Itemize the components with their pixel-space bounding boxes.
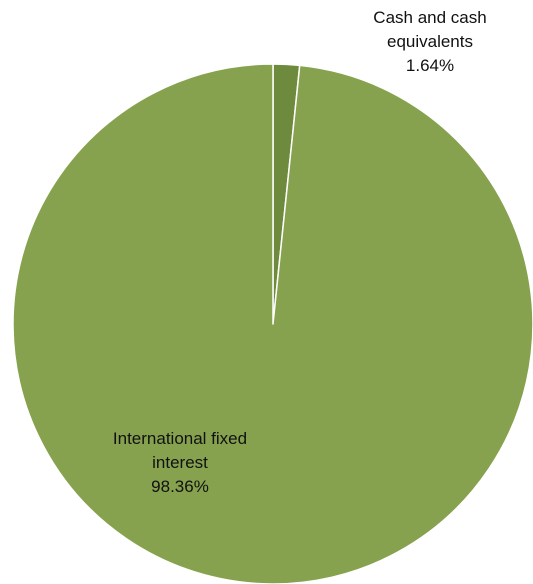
pie-slices [12, 63, 533, 584]
pie-slice-international-fixed-interest [12, 63, 533, 584]
slice-label-international-value: 98.36% [151, 477, 209, 496]
slice-label-cash-line1: Cash and cash [373, 8, 487, 27]
slice-label-international-line2: interest [152, 453, 208, 472]
slice-label-international: International fixed interest 98.36% [75, 427, 285, 499]
slice-label-international-line1: International fixed [112, 429, 248, 448]
slice-label-cash: Cash and cash equivalents 1.64% [340, 6, 520, 78]
slice-label-cash-value: 1.64% [405, 56, 455, 75]
slice-label-cash-line2: equivalents [386, 32, 473, 51]
